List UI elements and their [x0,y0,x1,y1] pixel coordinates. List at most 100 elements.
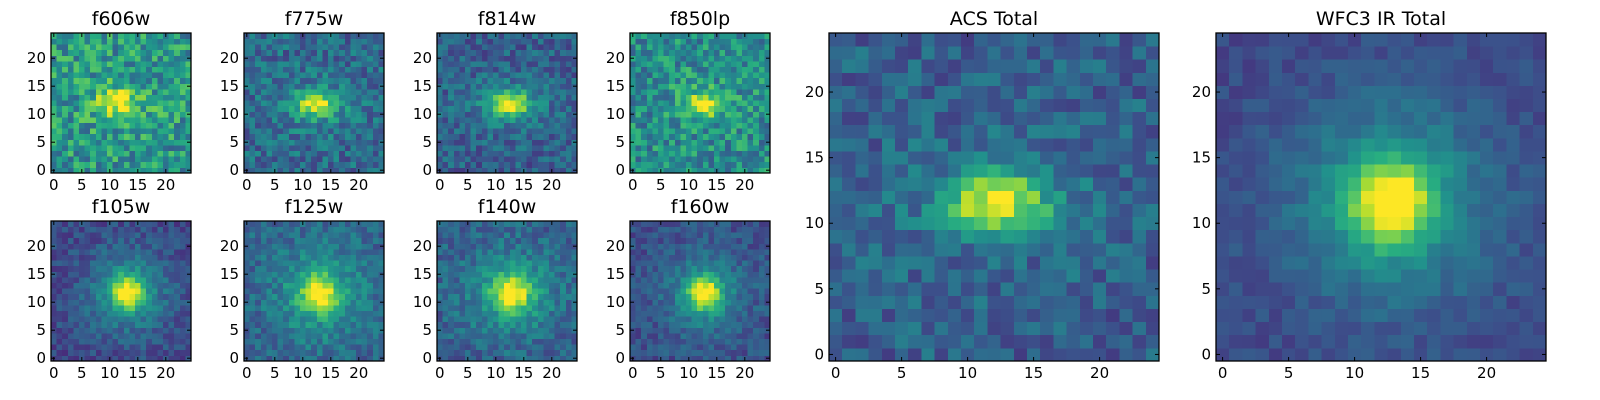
pixel-cell [179,333,186,339]
pixel-cell [283,265,290,272]
pixel-cell [146,105,153,112]
pixel-cell [277,161,284,168]
pixel-cell [135,237,141,244]
pixel-cell [509,38,516,45]
pixel-cell [669,338,676,345]
pixel-cell [641,321,648,328]
pixel-cell [459,111,466,118]
pixel-cell [658,61,664,67]
pixel-cell [714,61,720,67]
pixel-cell [107,282,113,289]
pixel-cell [453,327,460,334]
pixel-cell [448,44,455,51]
pixel-cell [658,105,664,112]
pixel-cell [758,38,765,45]
pixel-cell [493,316,499,323]
pixel-cell [101,117,108,123]
pixel-cell [465,237,471,244]
pixel-cell [560,338,567,345]
pixel-cell [725,83,732,90]
pixel-cell [283,344,290,351]
pixel-cell [448,327,455,334]
pixel-cell [465,232,471,239]
pixel-cell [277,44,284,51]
image-pixels [437,33,578,174]
pixel-cell [294,117,301,123]
pixel-cell [350,72,357,79]
pixel-cell [322,355,329,362]
pixel-cell [260,316,267,323]
pixel-cell [146,161,153,168]
pixel-cell [272,55,278,62]
pixel-cell [244,316,250,323]
pixel-cell [635,89,642,95]
pixel-cell [277,237,284,244]
pixel-cell [185,61,192,67]
pixel-cell [730,293,737,300]
pixel-cell [437,254,443,261]
pixel-cell [157,33,164,39]
pixel-cell [112,161,119,168]
pixel-cell [146,94,153,101]
pixel-cell [498,254,505,261]
pixel-cell [669,271,676,278]
pixel-cell [747,344,754,351]
pixel-cell [465,145,471,151]
x-tick-label: 0 [242,176,252,194]
pixel-cell [521,243,527,250]
pixel-cell [84,156,91,163]
pixel-cell [532,349,539,356]
pixel-cell [322,316,329,323]
pixel-cell [73,277,80,283]
pixel-cell [179,167,186,174]
pixel-cell [515,344,522,351]
pixel-cell [163,299,169,306]
pixel-cell [697,321,704,328]
pixel-cell [179,260,186,267]
pixel-cell [51,133,57,140]
pixel-cell [554,83,561,90]
pixel-cell [753,83,760,90]
pixel-cell [680,66,687,73]
pixel-cell [674,167,681,174]
pixel-cell [112,167,119,174]
pixel-cell [442,355,449,362]
pixel-cell [322,243,329,250]
pixel-cell [118,282,125,289]
pixel-cell [316,133,323,140]
pixel-cell [135,150,141,157]
pixel-cell [470,156,477,163]
pixel-cell [532,150,539,157]
pixel-cell [283,282,290,289]
pixel-cell [244,305,250,311]
image-pixels [244,33,385,174]
pixel-cell [112,61,119,67]
pixel-cell [266,117,273,123]
pixel-cell [107,72,113,79]
pixel-cell [708,133,715,140]
pixel-cell [498,321,505,328]
pixel-cell [554,128,561,135]
pixel-cell [730,349,737,356]
pixel-cell [674,293,681,300]
pixel-cell [56,299,63,306]
pixel-cell [549,327,555,334]
pixel-cell [372,72,379,79]
pixel-cell [255,72,262,79]
pixel-cell [736,282,743,289]
pixel-cell [107,55,113,62]
pixel-cell [453,156,460,163]
pixel-cell [305,288,312,295]
pixel-cell [669,145,676,151]
pixel-cell [549,254,555,261]
pixel-cell [498,161,505,168]
pixel-cell [168,293,175,300]
pixel-cell [630,77,636,84]
pixel-cell [294,161,301,168]
pixel-cell [146,271,153,278]
pixel-cell [356,122,362,129]
pixel-cell [448,271,455,278]
pixel-cell [635,333,642,339]
pixel-cell [372,243,379,250]
pixel-cell [448,265,455,272]
